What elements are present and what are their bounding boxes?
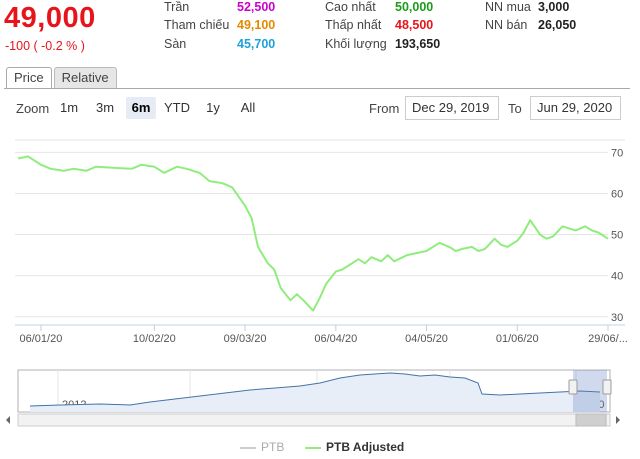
navigator-handle[interactable] xyxy=(602,379,612,395)
stat-ceiling-value: 52,500 xyxy=(237,0,276,14)
stat-reference-label: Tham chiếu xyxy=(164,18,230,32)
stat-volume-value: 193,650 xyxy=(395,37,441,51)
price-change: -100 ( -0.2 % ) xyxy=(5,39,85,53)
zoom-3m-button[interactable]: 3m xyxy=(95,100,115,115)
navigator-handle[interactable] xyxy=(568,379,578,395)
navigator-selection[interactable] xyxy=(573,370,607,412)
stat-foreign-sell: NN bán 26,050 xyxy=(485,18,576,32)
stat-low: Thấp nhất 48,500 xyxy=(325,18,433,32)
range-to-label: To xyxy=(508,101,522,116)
stat-volume: Khối lượng 193,650 xyxy=(325,37,440,51)
stat-low-label: Thấp nhất xyxy=(325,18,382,32)
stat-ceiling: Trần 52,500 xyxy=(164,0,275,14)
stat-foreign-buy: NN mua 3,000 xyxy=(485,0,569,14)
scroll-left-icon[interactable] xyxy=(6,416,10,424)
x-tick-label: 06/01/20 xyxy=(20,333,63,345)
stat-high: Cao nhất 50,000 xyxy=(325,0,433,14)
tab-divider xyxy=(4,88,630,89)
stat-low-value: 48,500 xyxy=(395,18,434,32)
navigator-scrollbar[interactable] xyxy=(17,413,611,427)
y-tick-label: 50 xyxy=(611,230,623,242)
scrollbar-thumb[interactable] xyxy=(575,413,607,427)
navigator-area xyxy=(30,373,600,412)
stat-foreign-sell-label: NN bán xyxy=(485,18,528,32)
stat-foreign-buy-value: 3,000 xyxy=(538,0,570,14)
stat-floor-label: Sàn xyxy=(164,37,187,51)
x-tick-label: 04/05/20 xyxy=(405,333,448,345)
range-to-input[interactable]: Jun 29, 2020 xyxy=(530,96,621,120)
y-tick-label: 60 xyxy=(611,188,623,200)
stat-ceiling-label: Trần xyxy=(164,0,190,14)
y-tick-label: 30 xyxy=(611,312,623,324)
legend-item-ptb[interactable]: PTB xyxy=(240,440,284,454)
stat-high-value: 50,000 xyxy=(395,0,434,14)
stat-foreign-sell-value: 26,050 xyxy=(538,18,577,32)
legend-swatch xyxy=(240,446,256,449)
legend-label: PTB Adjusted xyxy=(326,440,405,454)
current-price: 49,000 xyxy=(4,2,96,34)
scroll-right-icon[interactable] xyxy=(616,416,620,424)
legend-label: PTB xyxy=(261,440,285,454)
range-from-input[interactable]: Dec 29, 2019 xyxy=(405,96,499,120)
stat-reference: Tham chiếu 49,100 xyxy=(164,18,275,32)
x-tick-label: 10/02/20 xyxy=(133,333,176,345)
tab-relative[interactable]: Relative xyxy=(53,67,117,88)
stat-volume-label: Khối lượng xyxy=(325,37,387,51)
x-tick-label: 06/04/20 xyxy=(314,333,357,345)
y-tick-label: 70 xyxy=(611,147,623,159)
zoom-1y-button[interactable]: 1y xyxy=(206,100,220,115)
range-from-label: From xyxy=(369,101,400,116)
legend-swatch xyxy=(305,446,321,449)
stat-reference-value: 49,100 xyxy=(237,18,276,32)
y-tick-label: 40 xyxy=(611,271,623,283)
x-tick-label: 09/03/20 xyxy=(224,333,267,345)
series-line-ptb-adjusted xyxy=(17,155,609,312)
chart-tabs: Price Relative xyxy=(6,67,119,88)
legend-item-ptb-adjusted[interactable]: PTB Adjusted xyxy=(305,440,404,454)
zoom-all-button[interactable]: All xyxy=(240,100,256,115)
stat-foreign-buy-label: NN mua xyxy=(485,0,531,14)
zoom-ytd-button[interactable]: YTD xyxy=(164,100,190,115)
x-tick-label: 01/06/20 xyxy=(496,333,539,345)
x-tick-label: 29/06/... xyxy=(588,333,628,345)
navigator-line xyxy=(29,372,601,407)
zoom-label: Zoom xyxy=(16,101,50,116)
stat-floor: Sàn 45,700 xyxy=(164,37,275,51)
tab-price[interactable]: Price xyxy=(6,67,52,88)
stat-high-label: Cao nhất xyxy=(325,0,376,14)
zoom-1m-button[interactable]: 1m xyxy=(59,100,79,115)
stat-floor-value: 45,700 xyxy=(237,37,276,51)
zoom-6m-button[interactable]: 6m xyxy=(126,97,156,119)
